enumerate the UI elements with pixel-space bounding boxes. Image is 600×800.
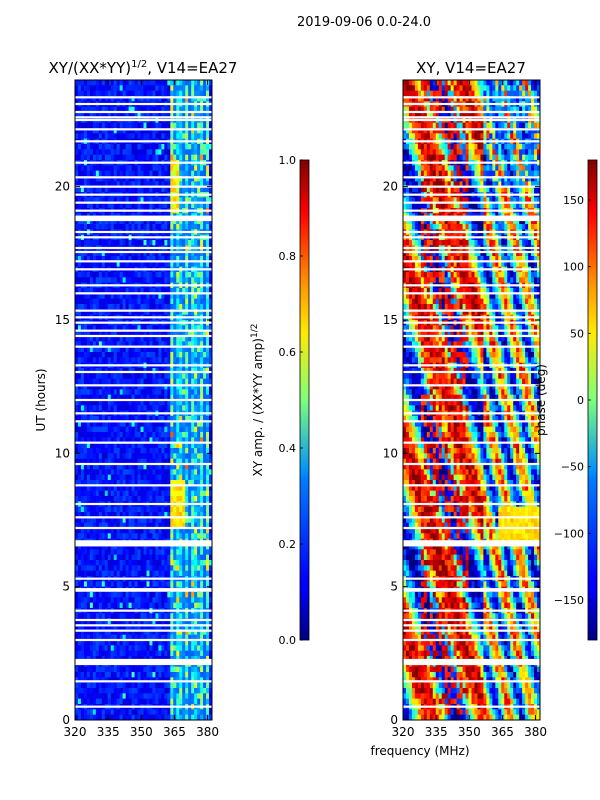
colorbar-tick-label: 150 [563, 194, 584, 207]
ytick-label: 10 [55, 446, 70, 460]
colorbar-tick-label: 100 [563, 261, 584, 274]
colorbar-tick-label: 50 [570, 327, 584, 340]
colorbar-tick-label: −150 [554, 594, 584, 607]
colorbar-tick-label: 0.8 [279, 250, 297, 263]
xtick-label: 320 [392, 725, 415, 739]
xtick-label: 380 [524, 725, 547, 739]
xtick-label: 365 [491, 725, 514, 739]
ytick-label: 15 [383, 313, 398, 327]
ytick-label: 5 [62, 580, 70, 594]
ytick-label: 0 [390, 713, 398, 727]
panel2-heatmap [403, 80, 540, 720]
panel1-heatmap [75, 80, 212, 720]
colorbar-tick-label: 0.0 [279, 634, 297, 647]
ytick-label: 20 [55, 180, 70, 194]
colorbar-tick-label: −100 [554, 527, 584, 540]
xtick-label: 335 [97, 725, 120, 739]
figure-suptitle: 2019-09-06 0.0-24.0 [297, 15, 431, 30]
ytick-label: 20 [383, 180, 398, 194]
panel-amplitude: XY/(XX*YY)1/2, V14=EA27 320 335 350 365 380 0… [34, 59, 237, 739]
panel2-title: XY, V14=EA27 [416, 59, 526, 77]
colorbar1-label: XY amp. / (XX*YY amp)1/2 [250, 324, 265, 477]
panel2-xlabel: frequency (MHz) [370, 744, 469, 758]
panel2-frame [402, 79, 541, 721]
ytick-label: 0 [62, 713, 70, 727]
colorbar-tick-label: 0.4 [279, 442, 297, 455]
colorbar-tick-label: 0.6 [279, 346, 297, 359]
colorbar1-bar [299, 159, 310, 641]
panel1-frame [74, 79, 213, 721]
colorbar-tick-label: −50 [561, 461, 584, 474]
colorbar2-label: phase (deg) [534, 364, 548, 436]
xtick-label: 350 [130, 725, 153, 739]
panel1-title: XY/(XX*YY)1/2, V14=EA27 [49, 59, 238, 77]
ytick-label: 10 [383, 446, 398, 460]
colorbar-tick-label: 0.2 [279, 538, 297, 551]
xtick-label: 335 [425, 725, 448, 739]
colorbar-tick-label: 1.0 [279, 154, 297, 167]
xtick-label: 350 [458, 725, 481, 739]
panel1-ylabel: UT (hours) [34, 368, 48, 431]
xtick-label: 365 [163, 725, 186, 739]
panel2-axes: 320 335 350 365 380 0 5 10 15 20 [383, 80, 547, 739]
panel-phase: XY, V14=EA27 320 335 350 365 380 0 5 10 15 20 fre… [370, 59, 547, 758]
xtick-label: 320 [64, 725, 87, 739]
colorbar-tick-label: 0 [577, 394, 584, 407]
ytick-label: 15 [55, 313, 70, 327]
colorbar-phase: 150 100 50 0 −50 −100 −150 phase (deg) [534, 159, 598, 641]
colorbar-amplitude: 0.0 0.2 0.4 0.6 0.8 1.0 XY amp. / (XX*YY amp)… [250, 154, 310, 647]
panel1-axes: 320 335 350 365 380 0 5 10 15 20 [55, 80, 219, 739]
xtick-label: 380 [196, 725, 219, 739]
ytick-label: 5 [390, 580, 398, 594]
